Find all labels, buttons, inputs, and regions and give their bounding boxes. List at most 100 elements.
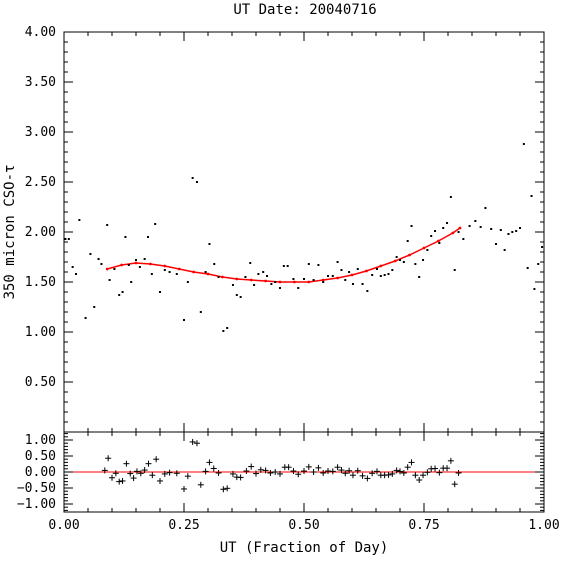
data-point — [519, 227, 521, 229]
data-point — [286, 265, 289, 267]
residual-point — [277, 470, 283, 477]
data-point — [474, 220, 477, 222]
y-tick-label: 4.00 — [25, 25, 56, 40]
data-point — [154, 223, 157, 225]
residual-point — [424, 469, 431, 476]
data-point — [442, 227, 445, 229]
residual-point — [229, 470, 236, 477]
data-point — [113, 268, 116, 270]
residual-point — [349, 472, 356, 479]
data-point — [175, 273, 178, 275]
residual-point — [404, 464, 411, 471]
residual-point — [305, 463, 312, 470]
data-point — [147, 236, 149, 238]
data-point — [191, 177, 194, 179]
data-point — [121, 291, 124, 293]
fit-point — [422, 246, 426, 250]
data-point — [511, 231, 514, 233]
data-point — [239, 296, 242, 298]
data-point — [93, 306, 96, 308]
data-point — [78, 219, 81, 221]
residual-point — [237, 474, 244, 481]
fit-point — [278, 280, 282, 284]
data-point — [108, 279, 111, 281]
residual-point — [301, 468, 307, 475]
data-point — [484, 207, 487, 209]
x-tick-label: 0.00 — [48, 518, 79, 533]
y-tick-label: 2.50 — [25, 175, 56, 190]
data-point — [186, 281, 189, 283]
data-point — [479, 226, 482, 228]
data-point — [71, 266, 74, 268]
resid-y-tick-label: 0.50 — [25, 449, 56, 464]
data-point — [274, 281, 277, 283]
data-point — [395, 256, 398, 258]
fit-curve — [106, 227, 461, 283]
fit-point — [264, 279, 267, 283]
resid-y-tick-label: −1.00 — [17, 497, 56, 512]
residual-point — [116, 478, 123, 485]
data-point — [208, 243, 211, 245]
residual-point — [173, 470, 180, 477]
residual-point — [364, 475, 371, 482]
data-point — [522, 143, 525, 145]
fit-point — [192, 270, 196, 274]
residual-point — [342, 470, 349, 477]
main-plot-panel: 0.50 1.00 1.50 2.00 2.50 3.00 3.50 4.00 — [25, 25, 545, 433]
residual-point — [166, 469, 173, 476]
data-point — [327, 275, 329, 277]
data-point — [266, 275, 269, 277]
data-point — [422, 259, 425, 261]
residual-point — [193, 440, 200, 447]
data-point — [199, 311, 202, 313]
data-point — [163, 269, 166, 271]
y-tick-label: 2.00 — [25, 225, 56, 240]
data-point — [226, 327, 229, 329]
residual-point — [338, 467, 345, 474]
data-point — [222, 330, 225, 332]
residual-point — [444, 465, 451, 472]
data-point — [159, 291, 161, 293]
resid-y-tick-label: −0.50 — [17, 481, 56, 496]
data-point — [282, 265, 285, 267]
residual-point — [181, 485, 187, 492]
y-axis-title: 350 micron CSO-τ — [2, 165, 18, 300]
data-point — [118, 294, 121, 296]
residual-point — [310, 469, 317, 475]
data-point — [371, 274, 374, 276]
residual-point — [373, 468, 380, 475]
y-tick-label: 1.50 — [25, 275, 56, 290]
fit-point — [336, 276, 339, 280]
data-point — [366, 290, 369, 292]
residual-point — [215, 469, 222, 476]
data-point — [303, 278, 305, 280]
data-point — [453, 269, 456, 271]
data-point — [100, 263, 103, 265]
data-point — [361, 283, 364, 285]
fit-point — [437, 239, 440, 243]
residual-point — [285, 464, 292, 471]
data-point — [351, 283, 354, 285]
residual-point — [267, 469, 274, 476]
residual-point — [315, 464, 322, 471]
residual-point — [346, 467, 353, 474]
data-point — [387, 273, 390, 275]
fit-point — [177, 267, 181, 271]
fit-point — [149, 262, 152, 266]
data-point — [406, 240, 409, 242]
data-point — [150, 273, 153, 275]
data-point — [336, 261, 339, 263]
residual-point — [408, 459, 415, 466]
data-point — [344, 279, 347, 281]
y-tick-label: 1.00 — [25, 325, 56, 340]
residual-point — [130, 475, 137, 482]
residual-point — [432, 465, 439, 472]
residual-point — [184, 473, 191, 480]
data-point — [257, 273, 260, 275]
fit-point — [206, 272, 210, 276]
x-tick-label: 1.00 — [528, 518, 559, 533]
fit-point — [249, 278, 253, 282]
residual-point — [145, 460, 152, 467]
residual-point — [389, 470, 396, 477]
